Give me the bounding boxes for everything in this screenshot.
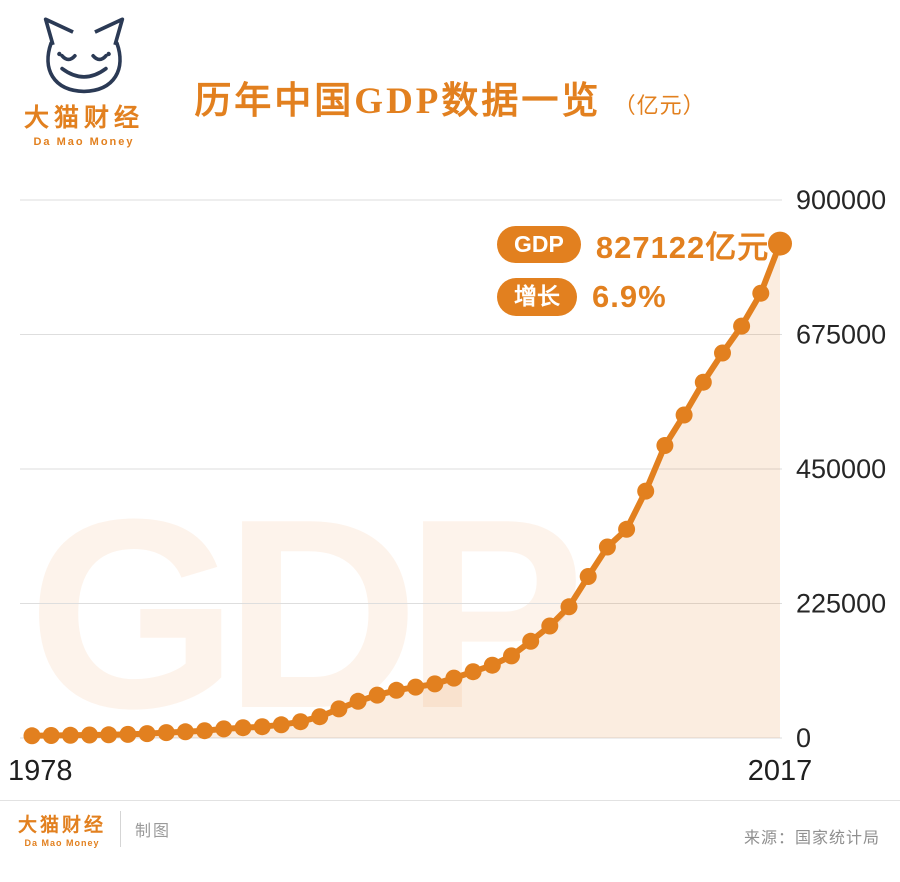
data-point xyxy=(23,727,41,745)
x-axis-label-start: 1978 xyxy=(8,755,73,787)
footer-credit: 制图 xyxy=(135,823,172,840)
data-point xyxy=(503,647,520,665)
data-point xyxy=(656,437,674,454)
y-axis-label: 225000 xyxy=(796,589,886,619)
data-point xyxy=(598,538,616,556)
data-point xyxy=(42,727,60,744)
data-point xyxy=(768,231,792,256)
data-point xyxy=(694,373,712,391)
data-point xyxy=(330,700,348,718)
data-point xyxy=(196,722,214,740)
data-point xyxy=(522,632,540,650)
page-title-unit: （亿元） xyxy=(613,93,706,118)
gdp-watermark: GDP xyxy=(28,464,585,765)
data-point xyxy=(119,725,137,743)
data-point xyxy=(61,726,79,744)
footer-brand: 大猫财经 xyxy=(18,815,107,836)
data-point xyxy=(138,725,156,743)
data-point xyxy=(560,598,578,616)
data-point xyxy=(464,663,482,681)
data-point xyxy=(637,482,655,500)
data-point xyxy=(368,686,386,704)
footer-source: 来源：国家统计局 xyxy=(743,830,880,847)
x-axis-label-end: 2017 xyxy=(747,755,813,787)
data-point xyxy=(311,708,329,726)
footer-divider xyxy=(0,800,900,801)
y-axis-label: 675000 xyxy=(796,320,886,350)
logo-name: 大猫财经 xyxy=(23,104,144,132)
growth-callout-row: 增长 6.9% xyxy=(497,278,769,316)
data-point xyxy=(349,692,367,710)
gdp-line xyxy=(29,240,783,739)
data-point xyxy=(215,720,233,738)
cat-logo-icon xyxy=(16,12,152,96)
gdp-area-chart: 0 225000 450000 675000 900000 xyxy=(20,185,886,753)
data-point xyxy=(157,724,175,742)
data-point xyxy=(426,675,444,693)
footer-brand-en: Da Mao Money xyxy=(24,838,100,848)
data-point xyxy=(579,568,597,585)
gdp-badge: GDP xyxy=(497,225,581,264)
data-point xyxy=(445,669,463,687)
gdp-area xyxy=(32,243,780,738)
growth-value: 6.9% xyxy=(592,278,667,314)
growth-badge: 增长 xyxy=(497,278,577,316)
data-point xyxy=(752,284,770,302)
callout: GDP 827122亿元 增长 6.9% xyxy=(497,222,769,316)
data-point xyxy=(272,716,290,734)
data-point xyxy=(81,726,98,744)
data-point xyxy=(100,726,118,744)
y-axis-label: 0 xyxy=(796,723,811,753)
gdp-value: 827122亿元 xyxy=(595,230,770,265)
data-point xyxy=(176,723,194,741)
logo-subtitle: Da Mao Money xyxy=(33,136,135,148)
data-point xyxy=(407,678,425,696)
data-point xyxy=(387,681,405,699)
data-point xyxy=(675,406,693,424)
data-point xyxy=(541,617,559,635)
data-point xyxy=(253,718,271,736)
page-title-text: 历年中国GDP数据一览 xyxy=(194,81,602,122)
y-axis-label: 900000 xyxy=(796,185,886,215)
gdp-callout-row: GDP 827122亿元 xyxy=(497,222,769,267)
footer-separator xyxy=(120,811,122,847)
data-point xyxy=(733,317,751,335)
footer-brand-block: 大猫财经 Da Mao Money 制图 xyxy=(18,810,171,848)
y-axis-label: 450000 xyxy=(796,454,886,484)
page-title: 历年中国GDP数据一览 （亿元） xyxy=(194,70,705,124)
data-point xyxy=(714,344,731,362)
data-point xyxy=(234,719,252,737)
data-point xyxy=(618,520,636,538)
data-point xyxy=(483,656,501,674)
data-point xyxy=(292,713,309,731)
brand-logo: 大猫财经 Da Mao Money xyxy=(16,12,152,148)
gdp-chart: GDP 0 225000 450000 675000 900000 1978 2017 … xyxy=(0,180,900,820)
